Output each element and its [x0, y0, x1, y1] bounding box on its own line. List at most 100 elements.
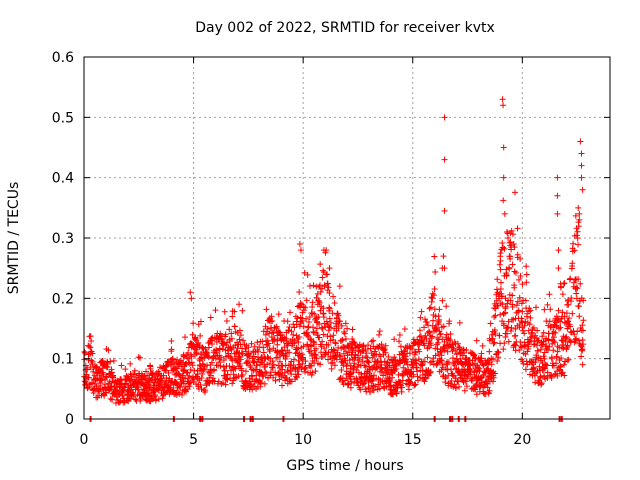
data-point	[193, 350, 200, 357]
data-point	[308, 349, 315, 356]
data-point	[200, 367, 207, 374]
x-axis-label: GPS time / hours	[286, 458, 403, 474]
data-point	[368, 338, 375, 345]
data-point	[517, 273, 524, 280]
data-point	[467, 371, 474, 378]
data-point	[498, 293, 505, 300]
data-point	[494, 358, 501, 365]
data-point	[190, 320, 197, 327]
data-point	[309, 304, 316, 311]
data-point	[421, 378, 428, 385]
data-point	[319, 274, 326, 281]
data-point	[456, 319, 463, 326]
data-point	[105, 347, 112, 354]
data-point	[197, 332, 204, 339]
data-point	[492, 312, 499, 319]
data-point	[321, 345, 328, 352]
data-point	[527, 314, 534, 321]
data-point	[376, 328, 383, 335]
data-point	[309, 299, 316, 306]
data-point	[229, 313, 236, 320]
data-point	[336, 352, 343, 359]
data-point-outlier	[188, 295, 195, 302]
data-point	[579, 322, 586, 329]
data-point	[563, 310, 570, 317]
data-point	[197, 318, 204, 325]
data-point	[322, 249, 329, 256]
data-point	[127, 360, 134, 367]
data-point	[179, 391, 186, 398]
data-point	[519, 281, 526, 288]
data-point	[232, 355, 239, 362]
data-point	[219, 346, 226, 353]
data-point	[205, 354, 212, 361]
data-point	[463, 347, 470, 354]
data-point	[502, 303, 509, 310]
data-point	[506, 265, 513, 272]
data-point	[135, 354, 142, 361]
data-point	[513, 302, 520, 309]
data-point	[317, 288, 324, 295]
data-point	[386, 379, 393, 386]
data-point	[303, 297, 310, 304]
data-point	[511, 244, 518, 251]
data-point	[409, 346, 416, 353]
data-point	[84, 366, 91, 373]
data-point	[293, 332, 300, 339]
data-point	[579, 361, 586, 368]
data-point	[550, 334, 557, 341]
data-point	[189, 362, 196, 369]
data-point-outlier	[297, 247, 304, 254]
data-point	[426, 305, 433, 312]
data-point	[450, 360, 457, 367]
data-point	[226, 326, 233, 333]
data-point-outlier	[441, 114, 448, 121]
data-point	[87, 364, 94, 371]
data-point	[220, 363, 227, 370]
data-point	[416, 333, 423, 340]
data-point	[215, 378, 222, 385]
data-point	[298, 351, 305, 358]
data-point	[514, 251, 521, 258]
data-point	[521, 322, 528, 329]
data-point	[232, 365, 239, 372]
data-point	[369, 377, 376, 384]
data-point	[473, 380, 480, 387]
data-point	[515, 307, 522, 314]
data-point	[517, 343, 524, 350]
data-point	[408, 368, 415, 375]
data-point	[263, 306, 270, 313]
data-point	[370, 352, 377, 359]
data-point	[344, 325, 351, 332]
data-point	[207, 314, 214, 321]
data-point	[85, 374, 92, 381]
data-point	[540, 353, 547, 360]
data-point	[253, 372, 260, 379]
data-point	[189, 331, 196, 338]
data-point	[285, 327, 292, 334]
data-point	[313, 355, 320, 362]
data-point	[419, 361, 426, 368]
data-point	[228, 330, 235, 337]
data-point	[427, 342, 434, 349]
data-point	[365, 384, 372, 391]
data-point	[161, 367, 168, 374]
data-point	[430, 292, 437, 299]
data-point	[553, 354, 560, 361]
data-point	[544, 301, 551, 308]
data-point	[330, 332, 337, 339]
data-point	[89, 358, 96, 365]
data-point	[555, 307, 562, 314]
data-point	[516, 294, 523, 301]
data-point	[239, 371, 246, 378]
data-point	[572, 212, 579, 219]
data-point	[270, 361, 277, 368]
data-point	[304, 324, 311, 331]
data-point	[268, 313, 275, 320]
data-point	[316, 299, 323, 306]
data-point	[551, 339, 558, 346]
data-point	[287, 309, 294, 316]
data-point	[313, 283, 320, 290]
data-point	[224, 371, 231, 378]
data-point	[340, 381, 347, 388]
